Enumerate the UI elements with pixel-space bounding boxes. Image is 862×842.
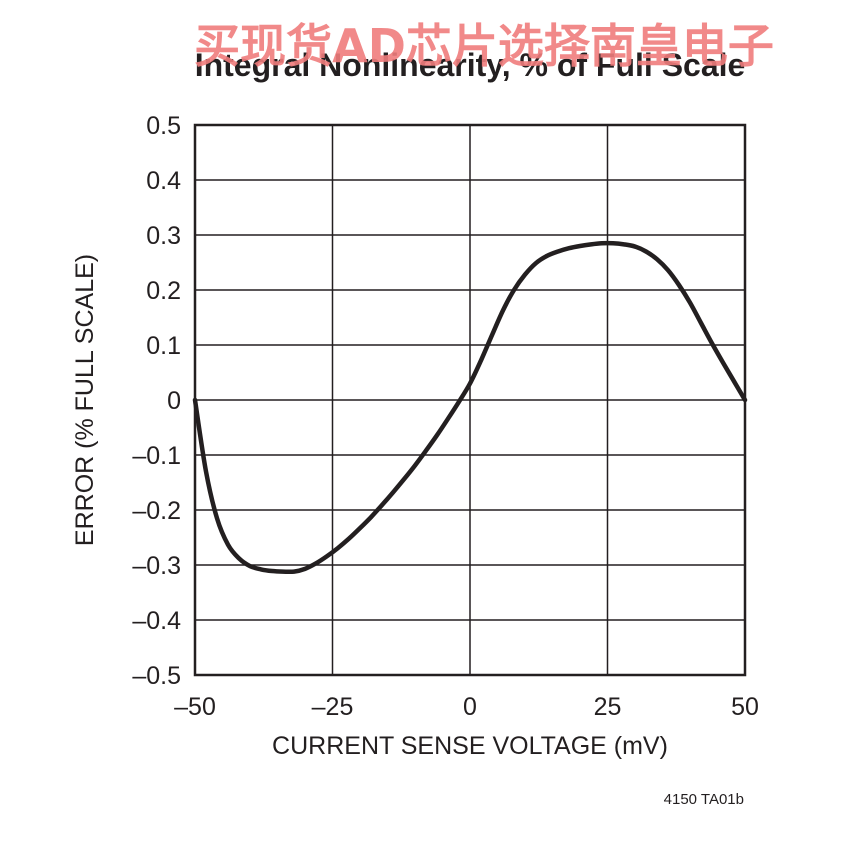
series-line-0 <box>192 240 748 575</box>
x-tick-label: 25 <box>594 693 622 721</box>
watermark-text: 买现货AD芯片选择南皇电子 <box>194 19 774 73</box>
figure-code: 4150 TA01b <box>664 791 744 808</box>
x-tick-label: 0 <box>463 693 477 721</box>
y-tick-label: 0.3 <box>146 222 181 250</box>
chart-title: Integral Nonlinearity, % of Full Scale <box>195 47 746 83</box>
y-axis-label: ERROR (% FULL SCALE) <box>71 254 99 546</box>
y-tick-label: 0.1 <box>146 332 181 360</box>
grid-lines <box>194 124 746 676</box>
x-tick-label: –25 <box>312 693 354 721</box>
series-layer <box>192 240 748 575</box>
y-tick-label: 0 <box>167 387 181 415</box>
x-tick-label: –50 <box>174 693 216 721</box>
x-tick-label: 50 <box>731 693 759 721</box>
y-tick-label: –0.1 <box>132 442 181 470</box>
y-tick-label: 0.5 <box>146 112 181 140</box>
y-tick-label: –0.3 <box>132 552 181 580</box>
y-tick-label: –0.4 <box>132 607 181 635</box>
y-tick-labels: 0.5 0.4 0.3 0.2 0.1 0 –0.1 –0.2 –0.3 –0.4 –0.5 <box>132 112 181 690</box>
y-tick-label: –0.2 <box>132 497 181 525</box>
y-tick-label: 0.4 <box>146 167 181 195</box>
y-tick-label: 0.2 <box>146 277 181 305</box>
plot-frame <box>193 123 747 677</box>
y-tick-label: –0.5 <box>132 662 181 690</box>
x-tick-labels: –50 –25 0 25 50 <box>174 693 759 721</box>
x-axis-label: CURRENT SENSE VOLTAGE (mV) <box>272 732 668 760</box>
